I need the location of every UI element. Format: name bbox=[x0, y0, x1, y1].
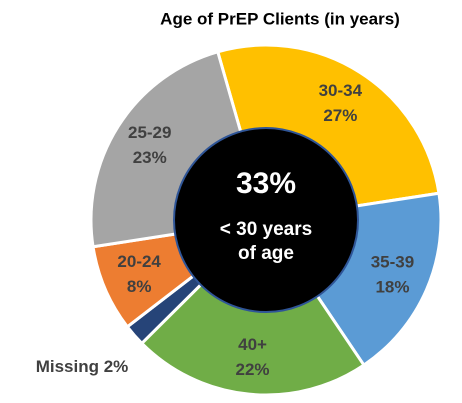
value-label: 18% bbox=[375, 278, 409, 297]
slice-label: Missing 2% bbox=[36, 357, 129, 376]
category-label: Missing bbox=[36, 357, 99, 376]
category-label: 35-39 bbox=[371, 253, 414, 272]
value-label: 8% bbox=[127, 277, 152, 296]
category-label: 20-24 bbox=[117, 252, 161, 271]
value-label: 23% bbox=[133, 148, 167, 167]
center-text: of age bbox=[238, 243, 294, 264]
value-label: 27% bbox=[323, 106, 357, 125]
category-label: 25-29 bbox=[128, 123, 171, 142]
category-label: 30-34 bbox=[319, 81, 363, 100]
center-title: 33% bbox=[236, 167, 296, 200]
value-label: 2% bbox=[104, 357, 129, 376]
chart-title: Age of PrEP Clients (in years) bbox=[160, 9, 400, 28]
center-text: < 30 years bbox=[220, 219, 312, 240]
value-label: 22% bbox=[236, 360, 270, 379]
category-label: 40+ bbox=[238, 335, 267, 354]
center-circle bbox=[173, 127, 359, 313]
